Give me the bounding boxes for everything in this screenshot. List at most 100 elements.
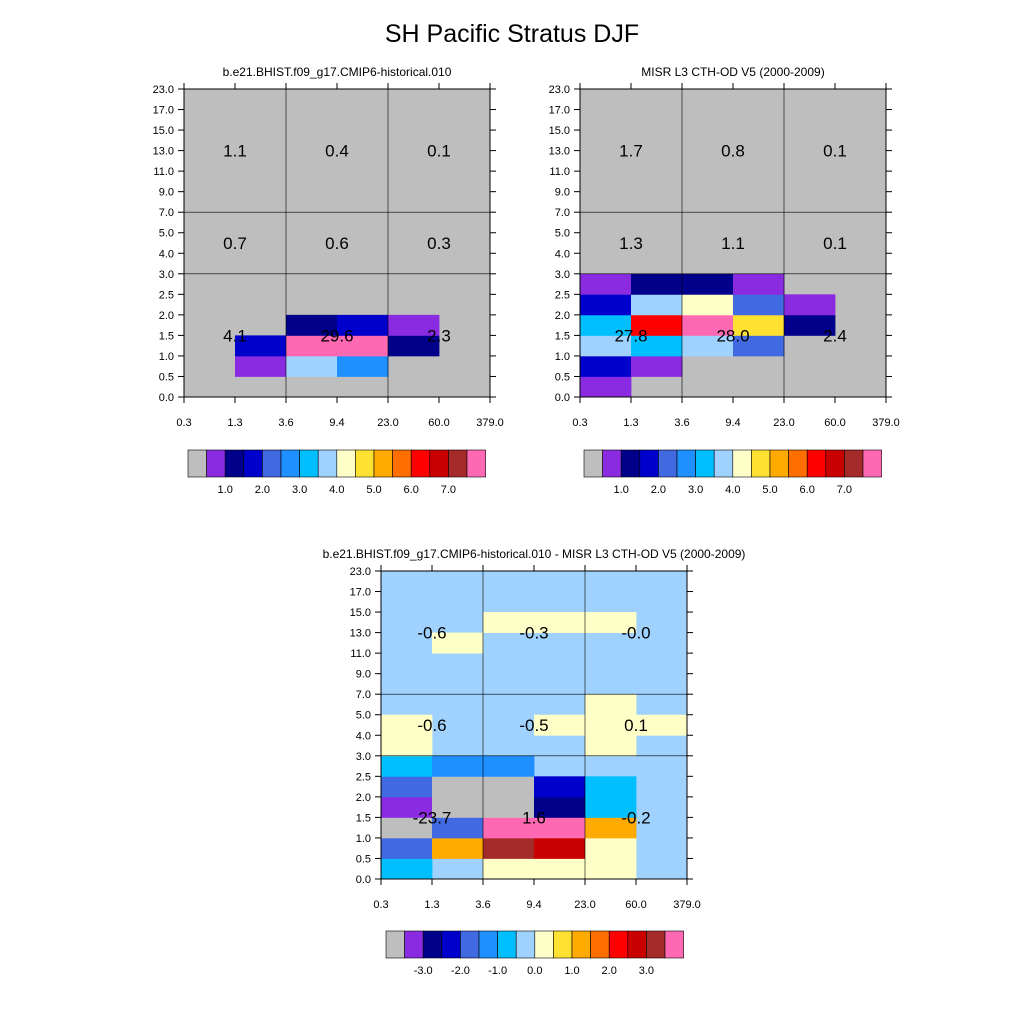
colorbar-box [534, 930, 554, 959]
x-tick-label: 1.3 [227, 417, 242, 429]
colorbar-box [862, 449, 882, 478]
heatmap-cell [286, 314, 338, 336]
y-tick-label: 1.5 [356, 812, 371, 824]
y-tick-label: 2.5 [159, 289, 174, 301]
x-tick-label: 0.3 [176, 417, 191, 429]
heatmap-cell [631, 355, 683, 377]
block-value-label: -0.2 [621, 808, 650, 827]
colorbar-box [441, 930, 461, 959]
heatmap-cell [631, 335, 683, 357]
heatmap-cell [585, 735, 637, 757]
heatmap-cell [580, 376, 632, 398]
colorbar-box [646, 930, 666, 959]
colorbar-box [583, 449, 603, 478]
block-value-label: -0.6 [417, 624, 446, 643]
heatmap-cell [580, 273, 632, 295]
panel-3: b.e21.BHIST.f09_g17.CMIP6-historical.010… [323, 547, 746, 977]
y-tick-label: 4.0 [356, 730, 371, 742]
colorbar-box [373, 449, 393, 478]
y-tick-label: 17.0 [153, 105, 174, 117]
block-value-label: 0.8 [721, 142, 745, 161]
block-value-label: 4.1 [223, 326, 247, 345]
colorbar-box [187, 449, 207, 478]
colorbar-box [392, 449, 412, 478]
x-tick-label: 3.6 [475, 899, 490, 911]
y-tick-label: 5.0 [555, 228, 570, 240]
y-tick-label: 7.0 [159, 207, 174, 219]
block-value-label: 1.6 [522, 808, 546, 827]
colorbar-label: -3.0 [414, 965, 433, 977]
heatmap-cell [483, 776, 535, 798]
heatmap-cell [631, 294, 683, 316]
heatmap-cell [381, 776, 433, 798]
x-tick-label: 60.0 [824, 417, 845, 429]
x-tick-label: 60.0 [625, 899, 646, 911]
heatmap-cell [733, 273, 785, 295]
heatmap-cell [381, 735, 433, 757]
colorbar-label: 3.0 [639, 965, 654, 977]
heatmap-cell [483, 858, 535, 880]
colorbar-box [769, 449, 789, 478]
block-value-label: -0.5 [519, 716, 548, 735]
y-tick-label: 23.0 [153, 84, 174, 96]
y-tick-label: 1.0 [159, 351, 174, 363]
block-value-label: 0.7 [223, 234, 247, 253]
y-tick-label: 11.0 [350, 648, 371, 660]
colorbar-box [466, 449, 486, 478]
heatmap-cell [636, 714, 688, 736]
x-tick-label: 0.3 [572, 417, 587, 429]
heatmap-cell [483, 817, 535, 839]
x-tick-label: 9.4 [725, 417, 740, 429]
colorbar-box [590, 930, 610, 959]
colorbar-box [460, 930, 480, 959]
panel-title: b.e21.BHIST.f09_g17.CMIP6-historical.010… [323, 547, 746, 561]
y-tick-label: 4.0 [159, 248, 174, 260]
heatmap-cell [682, 314, 734, 336]
y-tick-label: 5.0 [356, 710, 371, 722]
heatmap-cell [483, 796, 535, 818]
heatmap-cell [483, 837, 535, 859]
colorbar-label: 6.0 [404, 484, 419, 496]
colorbar-box [676, 449, 696, 478]
heatmap-cell [682, 294, 734, 316]
block-value-label: 29.6 [320, 326, 353, 345]
heatmap-cell [733, 335, 785, 357]
colorbar-label: -1.0 [488, 965, 507, 977]
colorbar-label: 0.0 [527, 965, 542, 977]
colorbar-box [299, 449, 319, 478]
colorbar-label: 1.0 [218, 484, 233, 496]
colorbar-box [664, 930, 684, 959]
panel-title: MISR L3 CTH-OD V5 (2000-2009) [641, 65, 824, 79]
heatmap-cell [381, 755, 433, 777]
heatmap-cell [585, 714, 637, 736]
heatmap-cell [381, 837, 433, 859]
colorbar-box [825, 449, 845, 478]
colorbar-box [844, 449, 864, 478]
heatmap-cell [534, 612, 586, 633]
colorbar-label: -2.0 [451, 965, 470, 977]
y-tick-label: 1.0 [356, 833, 371, 845]
colorbar-label: 5.0 [762, 484, 777, 496]
heatmap-cell [585, 776, 637, 798]
y-tick-label: 0.5 [159, 371, 174, 383]
heatmap-cell [733, 294, 785, 316]
colorbar-box [404, 930, 424, 959]
colorbar: -3.0 -2.0 -1.0 0.0 1.0 2.0 3.0 [385, 930, 684, 977]
heatmap-cell [580, 314, 632, 336]
y-tick-label: 9.0 [159, 187, 174, 199]
heatmap-cell [388, 335, 440, 357]
y-tick-label: 4.0 [555, 248, 570, 260]
heatmap-cell [337, 355, 389, 377]
block-value-label: 0.4 [325, 142, 349, 161]
colorbar-box [206, 449, 226, 478]
heatmap-cells [381, 612, 688, 880]
y-tick-label: 2.5 [555, 289, 570, 301]
heatmap-cell [585, 858, 637, 880]
heatmap-cell [682, 273, 734, 295]
colorbar-box [224, 449, 245, 478]
heatmap-cell [585, 817, 637, 839]
heatmap-cell [381, 858, 433, 880]
heatmap-cell [631, 314, 683, 336]
colorbar-box [429, 449, 449, 478]
colorbar-box [515, 930, 536, 959]
